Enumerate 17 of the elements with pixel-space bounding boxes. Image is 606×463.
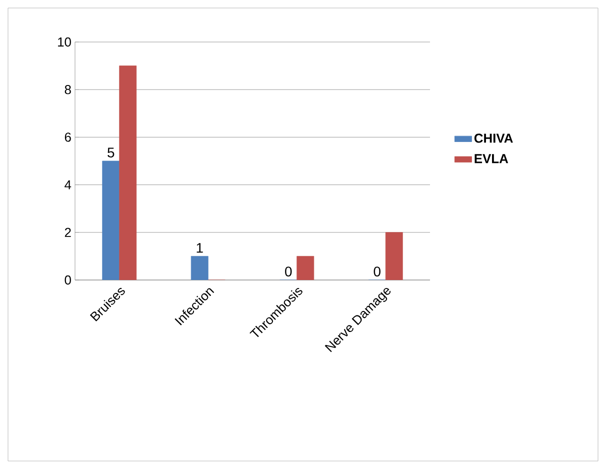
data-label: 0 [285, 266, 292, 276]
legend-label: EVLA [474, 154, 508, 164]
y-tick-label: 6 [64, 132, 71, 142]
y-tick-label: 4 [64, 180, 72, 190]
bar [190, 256, 208, 280]
y-tick-label: 10 [58, 37, 71, 47]
y-tick-label: 0 [64, 275, 71, 285]
legend-label: CHIVA [474, 134, 513, 143]
bar [385, 232, 403, 280]
data-label: 1 [196, 243, 203, 253]
data-label: 0 [374, 266, 380, 276]
bar [296, 256, 314, 280]
data-label: 5 [108, 148, 114, 158]
bar [119, 66, 137, 280]
y-tick-label: 8 [64, 85, 71, 94]
y-tick-label: 2 [64, 228, 71, 237]
bar [102, 160, 120, 280]
